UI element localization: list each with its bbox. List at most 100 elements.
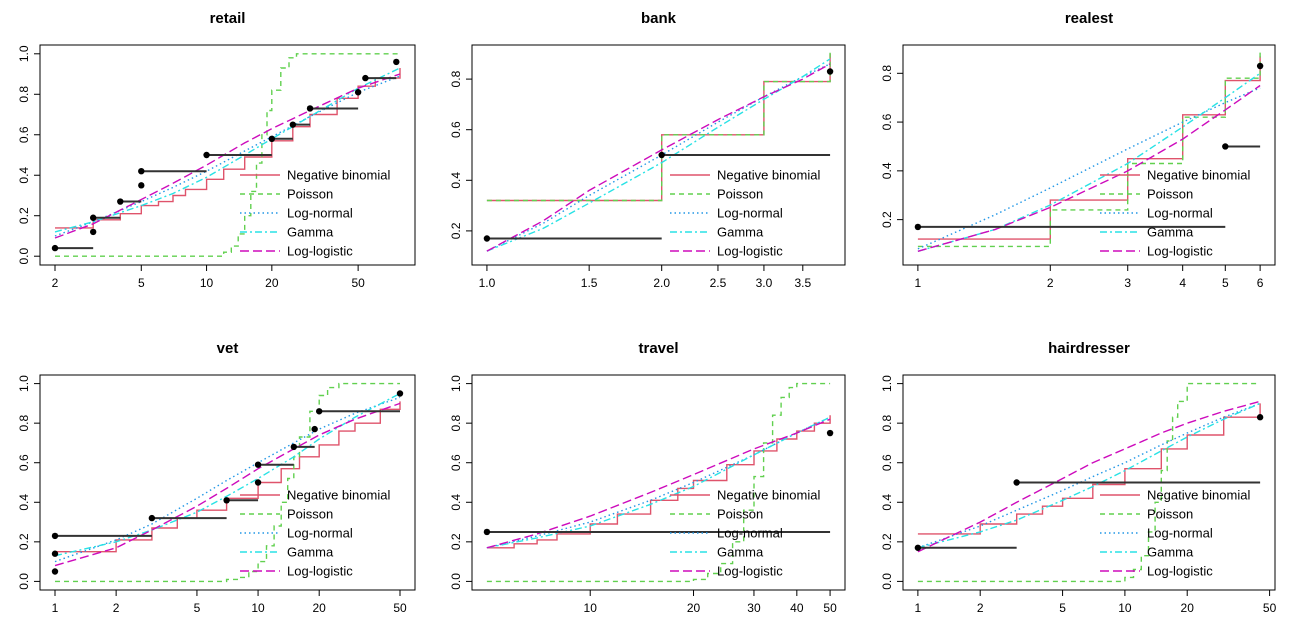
series-line-gamma	[486, 416, 831, 549]
empirical-point	[354, 89, 362, 96]
chart-travel: travel 10 20 30 40 50 0.0 0.2 0.4 0.6 0.8 1.0 Negati…	[449, 340, 846, 615]
empirical-point	[1256, 62, 1264, 70]
x-tick-label: 2.5	[710, 276, 727, 290]
chart-hairdresser: hairdresser 1 2 5 10 20 50 0.0 0.2 0.4 0.6 0.8 1.0 Ne…	[880, 340, 1277, 615]
plot-frame	[902, 374, 1276, 591]
y-tick-label: 0.6	[880, 113, 894, 130]
legend-label: Poisson	[1147, 507, 1193, 522]
x-tick-label: 4	[1179, 276, 1186, 290]
legend-label: Gamma	[1147, 545, 1194, 560]
x-tick-label: 40	[790, 601, 804, 615]
empirical-point	[51, 568, 59, 575]
empirical-point	[311, 425, 318, 433]
x-tick-label: 5	[138, 276, 145, 290]
legend-label: Poisson	[717, 507, 763, 522]
x-tick-label: 30	[747, 601, 761, 615]
legend-label: Gamma	[717, 225, 764, 240]
x-tick-label: 1	[915, 276, 922, 290]
empirical-point	[51, 550, 59, 557]
series-line-log-normal	[917, 402, 1261, 549]
legend-label: Poisson	[287, 187, 333, 202]
y-tick-label: 0.0	[17, 573, 31, 590]
empirical-point	[483, 235, 491, 242]
legend-label: Poisson	[717, 187, 763, 202]
empirical-point	[826, 429, 834, 437]
y-tick-label: 0.6	[17, 126, 31, 143]
empirical-point	[138, 182, 145, 189]
legend-label: Log-normal	[717, 526, 783, 541]
y-tick-label: 0.2	[17, 207, 31, 224]
x-tick-label: 2.0	[653, 276, 670, 290]
legend-label: Negative binomial	[1147, 488, 1250, 503]
plot-area	[914, 382, 1264, 583]
y-tick-label: 0.6	[449, 121, 463, 138]
legend-label: Negative binomial	[717, 488, 820, 503]
x-tick-label: 1.5	[581, 276, 598, 290]
empirical-point	[203, 151, 210, 159]
y-tick-label: 0.2	[449, 222, 463, 239]
x-tick-label: 20	[1181, 601, 1195, 615]
x-tick-label: 5	[1222, 276, 1229, 290]
empirical-point	[289, 121, 297, 128]
empirical-point	[1256, 414, 1264, 421]
plot-area	[483, 382, 834, 583]
y-tick-label: 0.4	[880, 494, 894, 511]
series-line-log-logistic	[917, 400, 1261, 553]
y-tick-label: 0.2	[449, 533, 463, 550]
empirical-point	[315, 408, 323, 415]
empirical-point	[117, 198, 124, 205]
y-tick-label: 1.0	[17, 375, 31, 392]
x-tick-label: 3.5	[794, 276, 811, 290]
plot-frame	[471, 374, 846, 591]
legend-label: Poisson	[287, 507, 333, 522]
y-tick-label: 0.8	[449, 414, 463, 431]
x-tick-label: 10	[1118, 601, 1132, 615]
series-line-poisson	[486, 382, 831, 583]
y-tick-label: 0.8	[880, 65, 894, 82]
plot-frame	[902, 44, 1276, 266]
series-line-log-logistic	[54, 402, 401, 567]
y-tick-label: 0.2	[880, 211, 894, 228]
y-tick-label: 0.6	[17, 454, 31, 471]
plot-frame	[471, 44, 846, 266]
y-tick-label: 0.6	[880, 454, 894, 471]
y-tick-label: 0.6	[449, 454, 463, 471]
series-line-poisson	[917, 51, 1261, 248]
legend-label: Log-normal	[1147, 526, 1213, 541]
x-tick-label: 50	[823, 601, 837, 615]
x-tick-label: 10	[200, 276, 214, 290]
y-tick-label: 0.4	[449, 494, 463, 511]
x-tick-label: 1	[52, 601, 59, 615]
x-tick-label: 6	[1257, 276, 1264, 290]
series-line-gamma	[917, 72, 1261, 252]
series-line-poisson	[55, 53, 400, 257]
legend-label: Gamma	[1147, 225, 1194, 240]
legend-label: Log-normal	[287, 526, 353, 541]
empirical-point	[483, 528, 491, 536]
series-line-poisson	[917, 382, 1261, 583]
y-tick-label: 0.2	[880, 533, 894, 550]
empirical-point	[268, 135, 276, 143]
empirical-point	[306, 105, 314, 112]
empirical-point	[1222, 143, 1229, 150]
empirical-point	[658, 151, 665, 159]
legend-label: Negative binomial	[1147, 168, 1250, 183]
legend-label: Log-logistic	[287, 244, 353, 259]
series-line-log-normal	[54, 396, 401, 563]
y-tick-label: 0.0	[449, 573, 463, 590]
empirical-point	[826, 68, 834, 75]
empirical-point	[254, 461, 262, 468]
legend-label: Negative binomial	[287, 168, 390, 183]
chart-title: vet	[217, 340, 239, 357]
empirical-point	[393, 58, 400, 66]
series-line-poisson	[486, 51, 831, 202]
x-tick-label: 5	[194, 601, 201, 615]
y-tick-label: 0.4	[17, 494, 31, 511]
x-tick-label: 50	[351, 276, 365, 290]
x-tick-label: 1.0	[479, 276, 496, 290]
legend-label: Poisson	[1147, 187, 1193, 202]
series-line-gamma	[486, 58, 831, 252]
empirical-point	[254, 479, 262, 486]
empirical-point	[914, 544, 922, 551]
plot-area	[914, 51, 1264, 252]
